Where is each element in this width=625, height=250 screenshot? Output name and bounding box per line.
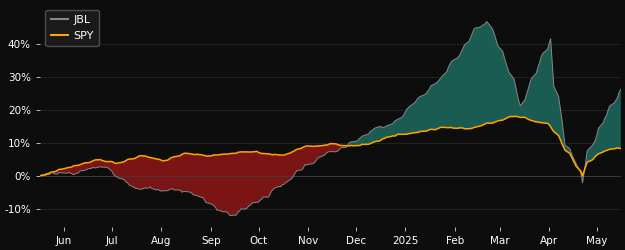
Legend: JBL, SPY: JBL, SPY: [46, 10, 99, 46]
